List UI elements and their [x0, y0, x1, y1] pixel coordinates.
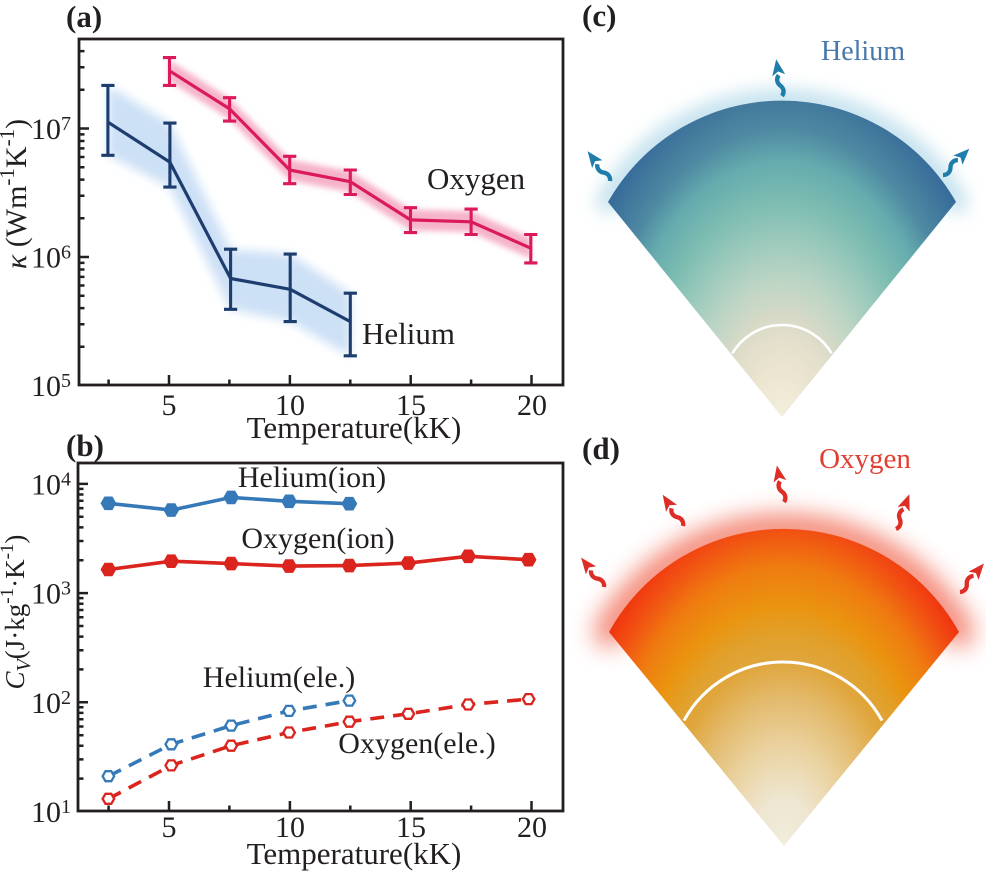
svg-text:Oxygen: Oxygen	[427, 161, 526, 196]
svg-text:Oxygen: Oxygen	[819, 443, 911, 475]
svg-text:Helium: Helium	[362, 316, 455, 351]
svg-text:(b): (b)	[66, 428, 104, 463]
svg-text:Helium(ion): Helium(ion)	[238, 461, 386, 494]
svg-text:15: 15	[396, 389, 426, 422]
svg-text:Oxygen(ele.): Oxygen(ele.)	[338, 727, 495, 760]
svg-text:Temperature(kK): Temperature(kK)	[247, 836, 462, 871]
svg-text:20: 20	[517, 389, 547, 422]
svg-text:Oxygen(ion): Oxygen(ion)	[241, 522, 394, 555]
svg-text:κ (Wm-1K-1): κ (Wm-1K-1)	[0, 119, 33, 269]
svg-text:15: 15	[396, 811, 426, 844]
svg-text:5: 5	[162, 811, 177, 844]
svg-text:CV(J·kg-1·K-1): CV(J·kg-1·K-1)	[0, 535, 35, 690]
svg-text:Temperature(kK): Temperature(kK)	[247, 410, 462, 445]
svg-text:Helium: Helium	[821, 36, 905, 67]
svg-text:10: 10	[275, 389, 305, 422]
svg-text:20: 20	[517, 811, 547, 844]
svg-text:Helium(ele.): Helium(ele.)	[203, 661, 355, 694]
svg-text:(d): (d)	[582, 431, 620, 466]
svg-text:(c): (c)	[582, 0, 616, 33]
svg-text:10: 10	[275, 811, 305, 844]
svg-text:(a): (a)	[66, 0, 102, 34]
svg-text:5: 5	[162, 389, 177, 422]
